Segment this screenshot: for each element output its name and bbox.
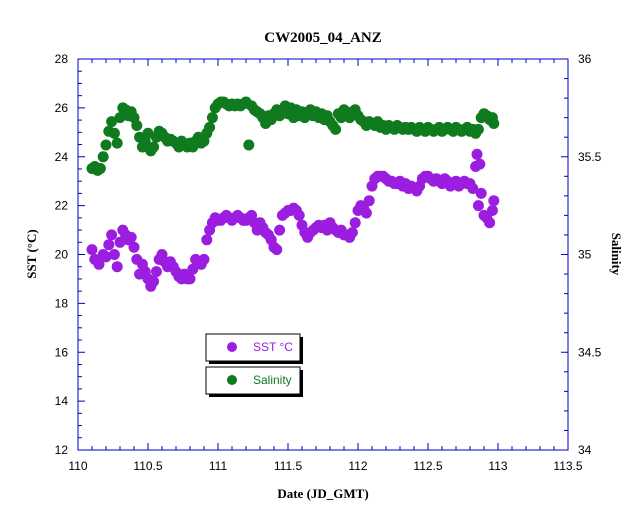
y-left-tick-label: 24 <box>55 150 69 164</box>
x-tick-label: 111.5 <box>274 459 303 473</box>
data-point <box>97 151 109 163</box>
axis-tick-labels: 110 110.5 111 111.5 112 112.5 113 113.5 12 14 16 18… <box>55 52 602 473</box>
legend-label-salinity: Salinity <box>253 373 292 387</box>
data-point <box>274 224 286 236</box>
y-left-tick-label: 12 <box>55 443 69 457</box>
y-left-tick-label: 22 <box>55 199 69 213</box>
data-point <box>150 266 162 278</box>
data-point <box>100 251 112 263</box>
data-point <box>474 158 486 170</box>
data-point <box>131 120 143 131</box>
y-left-tick-label: 28 <box>55 52 69 66</box>
data-point <box>472 123 484 135</box>
data-point <box>148 141 160 153</box>
y-right-tick-label: 35 <box>578 248 592 262</box>
data-point <box>114 112 126 124</box>
data-point <box>184 273 196 285</box>
legend-label-sst: SST °C <box>253 340 293 354</box>
data-point <box>111 261 123 273</box>
x-tick-label: 111 <box>209 459 228 473</box>
y-left-tick-label: 18 <box>55 296 69 310</box>
data-point <box>206 112 218 124</box>
data-point <box>363 195 375 207</box>
y-right-tick-label: 34 <box>578 443 592 457</box>
legend-entry-salinity: Salinity <box>205 366 303 397</box>
data-point <box>103 239 115 251</box>
legend-entry-sst: SST °C <box>205 333 303 364</box>
chart-title: CW2005_04_ANZ <box>264 30 382 46</box>
y-axis-label-left: SST (°C) <box>24 229 39 278</box>
y-right-tick-label: 36 <box>578 52 592 66</box>
data-point <box>484 217 496 229</box>
x-tick-label: 112 <box>348 459 367 473</box>
data-point <box>346 227 358 238</box>
data-point <box>86 244 98 256</box>
data-point <box>93 258 105 270</box>
series-salinity <box>86 96 500 176</box>
y-left-tick-label: 20 <box>55 248 69 262</box>
data-point <box>472 200 484 212</box>
data-point <box>330 123 342 135</box>
data-point <box>486 205 498 216</box>
legend-marker-sst <box>227 342 237 352</box>
legend-marker-salinity <box>227 375 237 385</box>
y-left-tick-label: 14 <box>55 394 69 408</box>
y-left-tick-label: 26 <box>55 101 69 115</box>
data-point <box>488 195 500 207</box>
data-point <box>471 148 483 160</box>
legend: SST °C Salinity <box>205 333 303 397</box>
data-point <box>271 244 283 256</box>
legend-entry-box <box>205 366 301 395</box>
data-point <box>108 127 120 139</box>
x-tick-label: 110.5 <box>133 459 162 473</box>
y-right-tick-label: 35.5 <box>578 150 602 164</box>
y-left-tick-label: 16 <box>55 345 69 359</box>
data-point <box>198 253 210 265</box>
series-sst-c <box>86 148 500 292</box>
legend-entry-box <box>205 333 301 362</box>
y-right-tick-label: 34.5 <box>578 345 602 359</box>
data-point <box>467 183 479 194</box>
data-point <box>204 121 216 133</box>
data-point <box>201 234 213 246</box>
data-point <box>488 118 500 129</box>
data-point <box>475 187 487 199</box>
data-point <box>148 275 160 287</box>
y-axis-label-right: Salinity <box>609 233 624 276</box>
data-point <box>94 163 106 174</box>
data-point <box>243 139 255 151</box>
data-point <box>293 209 305 221</box>
data-point <box>349 217 361 229</box>
x-tick-label: 110 <box>68 459 87 473</box>
x-tick-label: 112.5 <box>413 459 442 473</box>
data-point <box>100 139 112 151</box>
data-point <box>111 137 123 149</box>
data-point <box>108 249 120 260</box>
data-point <box>142 127 154 139</box>
data-point <box>125 231 137 243</box>
x-tick-label: 113 <box>488 459 507 473</box>
x-axis-label: Date (JD_GMT) <box>277 486 368 501</box>
data-point <box>106 229 118 241</box>
data-point <box>128 241 140 253</box>
x-tick-label: 113.5 <box>553 459 582 473</box>
data-point <box>106 116 118 128</box>
data-series <box>86 96 500 292</box>
axis-ticks <box>77 58 569 451</box>
data-point <box>360 207 372 219</box>
